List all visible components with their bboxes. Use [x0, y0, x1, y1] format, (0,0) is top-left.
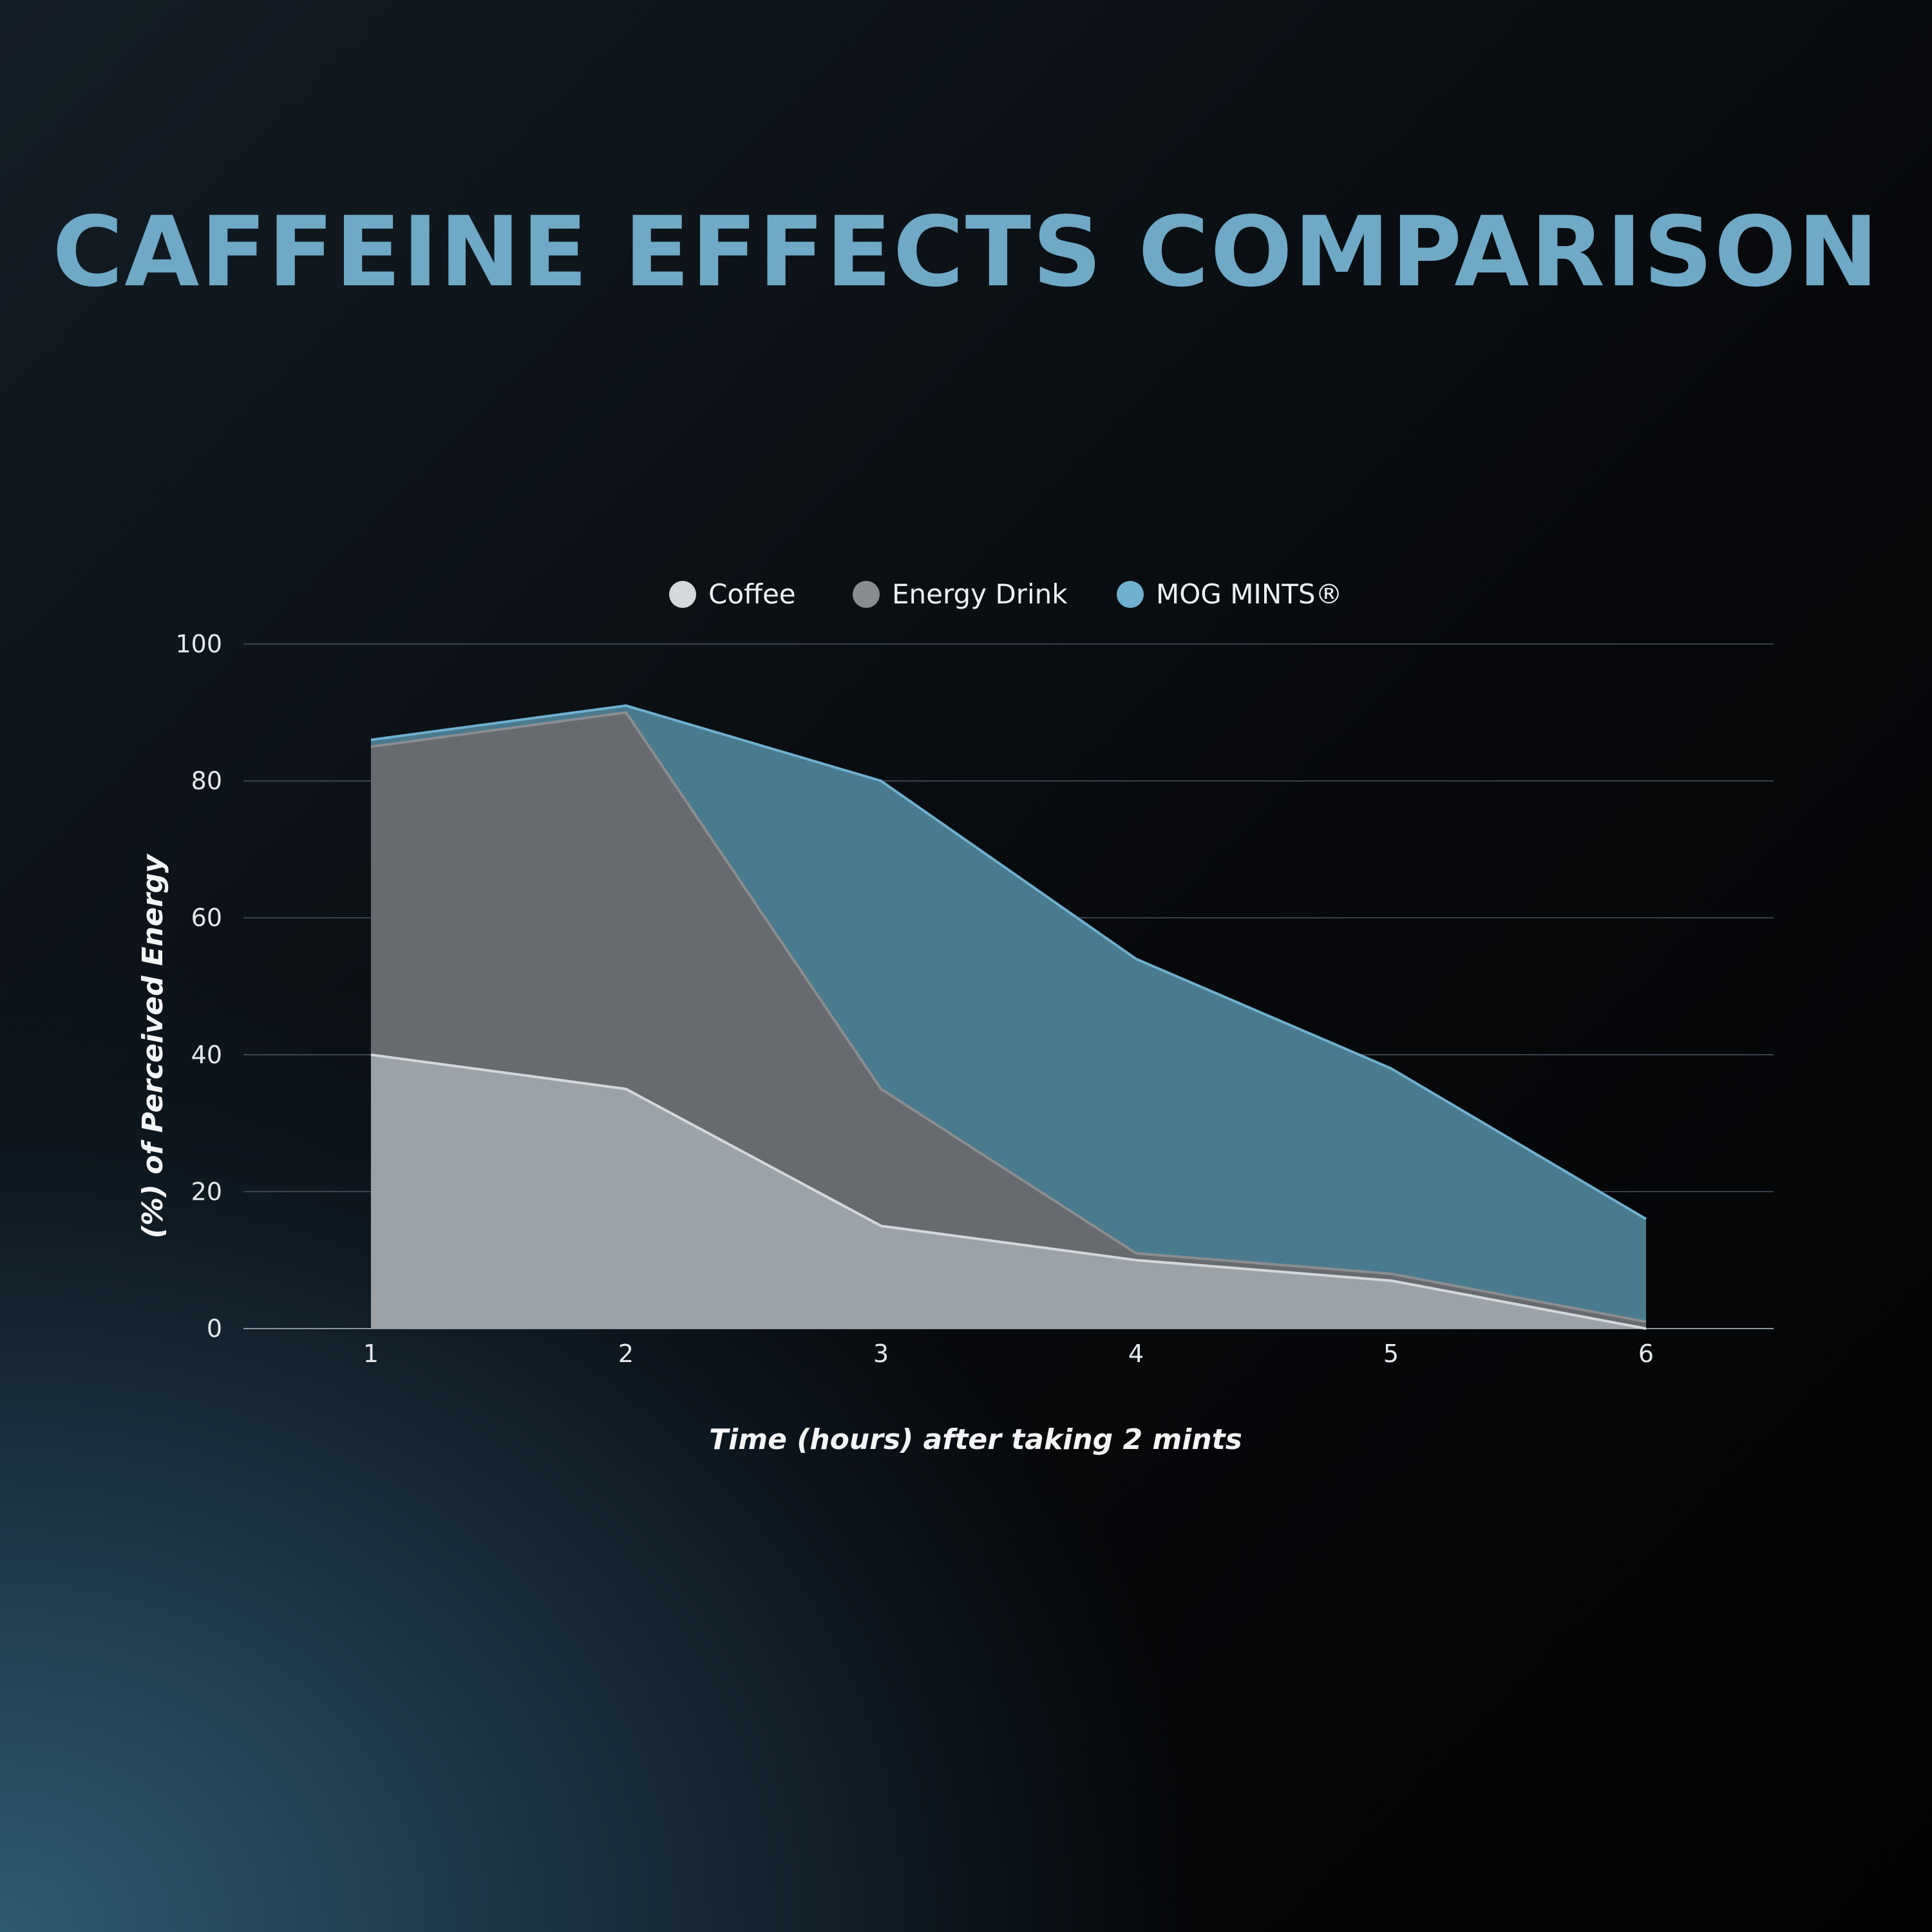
x-tick-label: 2 — [618, 1340, 634, 1368]
y-tick-label: 20 — [191, 1177, 222, 1206]
x-tick-label: 5 — [1383, 1340, 1399, 1368]
x-tick-label: 3 — [873, 1340, 889, 1368]
series-lines — [370, 704, 1647, 1330]
x-tick-label: 1 — [363, 1340, 379, 1368]
x-axis-title: Time (hours) after taking 2 mints — [709, 1423, 1242, 1456]
legend: Coffee Energy Drink MOG MINTS® — [669, 578, 1343, 610]
legend-label-mog-mints: MOG MINTS® — [1156, 578, 1343, 610]
axes: 0 20 40 60 80 100 1 2 3 4 5 6 — [175, 630, 1654, 1368]
series-areas — [371, 705, 1646, 1329]
y-tick-label: 40 — [191, 1041, 222, 1069]
legend-label-energy-drink: Energy Drink — [892, 578, 1068, 610]
legend-marker-energy-drink — [853, 581, 880, 608]
y-axis-title: (%) of Perceived Energy — [137, 853, 169, 1239]
line-coffee — [370, 1053, 1647, 1330]
chart-title: CAFFEINE EFFECTS COMPARISON — [52, 196, 1880, 308]
y-tick-label: 80 — [191, 767, 222, 795]
y-tick-label: 60 — [191, 904, 222, 932]
x-tick-label: 4 — [1128, 1340, 1144, 1368]
legend-label-coffee: Coffee — [708, 578, 796, 610]
y-tick-label: 100 — [175, 630, 222, 658]
x-tick-label: 6 — [1638, 1340, 1654, 1368]
y-tick-label: 0 — [207, 1314, 222, 1343]
line-mog-mints — [370, 704, 1647, 1220]
legend-marker-coffee — [669, 581, 696, 608]
line-energy-drink — [370, 711, 1647, 1323]
legend-marker-mog-mints — [1117, 581, 1144, 608]
